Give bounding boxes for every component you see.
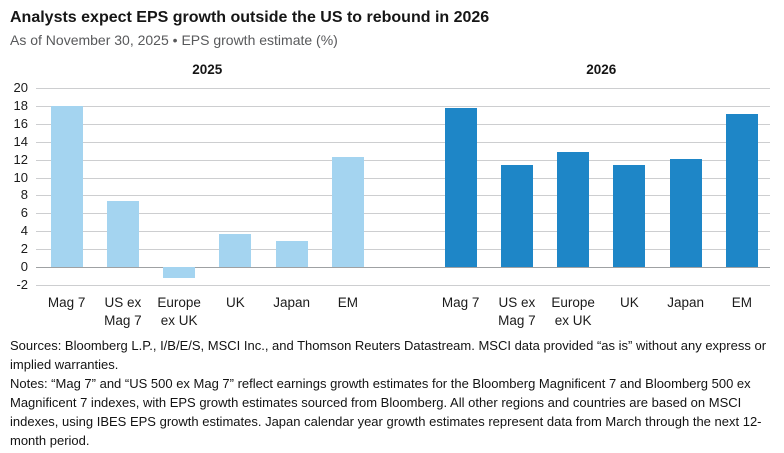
x-axis-label: EM bbox=[731, 295, 753, 310]
x-axis-label: US ex Mag 7 bbox=[104, 295, 142, 329]
bar-2026-UK bbox=[613, 165, 646, 268]
y-axis-tick-label: 14 bbox=[13, 133, 28, 149]
gridline bbox=[36, 213, 770, 215]
gridline bbox=[36, 195, 770, 197]
x-axis-label: Europe ex UK bbox=[551, 295, 595, 329]
y-axis-tick-label: -2 bbox=[16, 277, 28, 292]
bar-2025-UK bbox=[219, 233, 252, 268]
gridline bbox=[36, 159, 770, 161]
plot-area bbox=[36, 88, 770, 286]
y-axis-tick-label: 6 bbox=[20, 205, 28, 221]
x-axis-label: UK bbox=[620, 295, 639, 310]
gridline bbox=[36, 123, 770, 125]
bar-2025-EM bbox=[331, 156, 364, 268]
gridline bbox=[36, 141, 770, 143]
gridline bbox=[36, 285, 770, 286]
x-axis-label: US ex Mag 7 bbox=[498, 295, 536, 329]
bar-2025-US-ex-Mag-7 bbox=[106, 200, 139, 268]
x-axis-label: Japan bbox=[667, 295, 705, 310]
panel-title-2026: 2026 bbox=[586, 62, 617, 77]
x-axis-label: UK bbox=[226, 295, 245, 310]
bar-2025-Mag-7 bbox=[50, 105, 83, 268]
y-axis-tick-label: 2 bbox=[20, 241, 28, 257]
bar-2025-Japan bbox=[275, 241, 308, 268]
bar-2026-EM bbox=[725, 113, 758, 268]
y-axis-tick-label: 20 bbox=[13, 80, 28, 95]
bar-2026-Mag-7 bbox=[444, 107, 477, 268]
y-axis-tick-label: 10 bbox=[13, 169, 28, 185]
gridline bbox=[36, 231, 770, 233]
x-axis-label: EM bbox=[337, 295, 359, 310]
gridline bbox=[36, 249, 770, 251]
x-axis-label: Europe ex UK bbox=[157, 295, 201, 329]
page-title: Analysts expect EPS growth outside the U… bbox=[10, 9, 490, 26]
bar-2025-Europe-ex-UK bbox=[163, 267, 196, 278]
subtitle: As of November 30, 2025 • EPS growth est… bbox=[10, 32, 338, 48]
notes-text: Notes: “Mag 7” and “US 500 ex Mag 7” ref… bbox=[10, 376, 762, 448]
panel-title-2025: 2025 bbox=[192, 62, 223, 77]
footnotes: Sources: Bloomberg L.P., I/B/E/S, MSCI I… bbox=[10, 336, 780, 450]
gridline bbox=[36, 88, 770, 89]
x-axis-label: Mag 7 bbox=[441, 295, 480, 310]
y-axis-tick-label: 0 bbox=[20, 259, 28, 275]
x-axis-label: Japan bbox=[273, 295, 311, 310]
zero-axis-line bbox=[36, 267, 770, 269]
x-axis-label: Mag 7 bbox=[47, 295, 86, 310]
bar-2026-Japan bbox=[669, 158, 702, 268]
y-axis-tick-label: 12 bbox=[13, 151, 28, 167]
y-axis-tick-label: 18 bbox=[13, 97, 28, 113]
y-axis-tick-label: 4 bbox=[20, 223, 28, 239]
y-axis-tick-label: 8 bbox=[20, 187, 28, 203]
sources-text: Sources: Bloomberg L.P., I/B/E/S, MSCI I… bbox=[10, 338, 767, 372]
gridline bbox=[36, 177, 770, 179]
gridline bbox=[36, 105, 770, 107]
bar-2026-Europe-ex-UK bbox=[557, 152, 590, 268]
y-axis-tick-label: 16 bbox=[13, 115, 28, 131]
bar-2026-US-ex-Mag-7 bbox=[500, 165, 533, 268]
